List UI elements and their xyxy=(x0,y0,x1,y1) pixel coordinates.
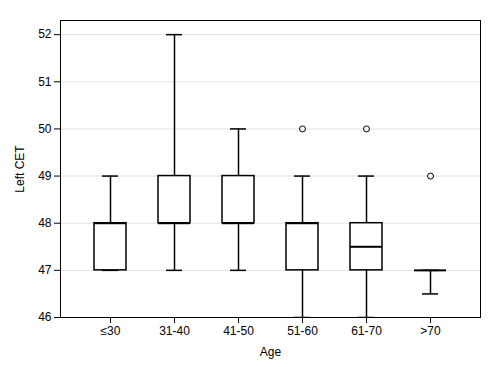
svg-text:47: 47 xyxy=(38,263,52,277)
svg-text:52: 52 xyxy=(38,27,52,41)
svg-text:48: 48 xyxy=(38,216,52,230)
svg-text:≤30: ≤30 xyxy=(101,324,121,338)
svg-text:51-60: 51-60 xyxy=(287,324,318,338)
svg-text:Age: Age xyxy=(260,345,282,359)
svg-text:61-70: 61-70 xyxy=(351,324,382,338)
svg-text:Left CET: Left CET xyxy=(13,145,27,193)
svg-text:51: 51 xyxy=(38,75,52,89)
svg-text:46: 46 xyxy=(38,310,52,324)
svg-text:49: 49 xyxy=(38,169,52,183)
svg-text:>70: >70 xyxy=(420,324,441,338)
svg-text:50: 50 xyxy=(38,122,52,136)
svg-text:41-50: 41-50 xyxy=(223,324,254,338)
svg-text:31-40: 31-40 xyxy=(159,324,190,338)
